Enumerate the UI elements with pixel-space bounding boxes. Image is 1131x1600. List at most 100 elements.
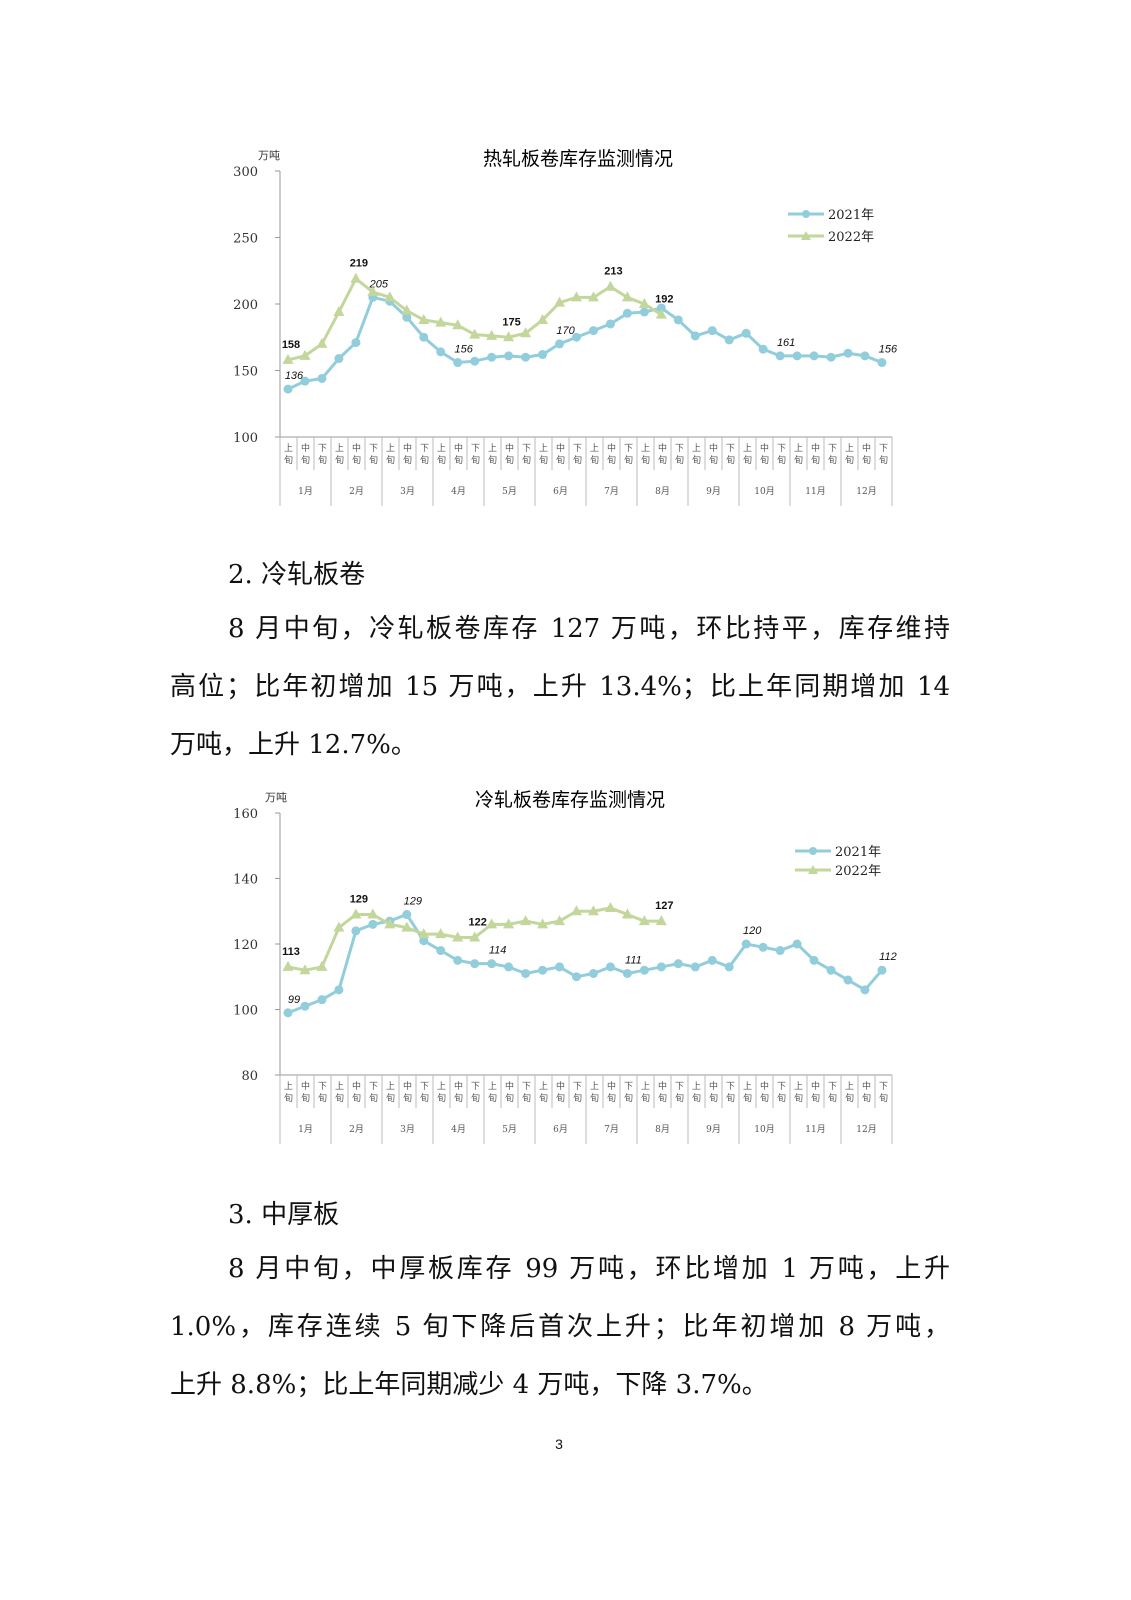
x-period-label: 旬 [590,454,599,466]
x-period-label: 下 [828,444,837,454]
data-point [588,968,598,978]
x-period-label: 下 [624,1082,633,1092]
x-period-label: 旬 [573,1092,582,1104]
x-period-label: 旬 [811,1092,820,1104]
x-period-label: 旬 [862,454,871,466]
x-period-label: 下 [624,444,633,454]
x-period-label: 旬 [386,454,395,466]
legend-marker-triangle [808,865,818,874]
data-label: 136 [285,370,304,382]
data-point [351,926,361,936]
data-point [555,962,565,972]
x-period-label: 旬 [811,454,820,466]
x-period-label: 上 [794,1081,803,1092]
data-point [604,901,616,912]
x-period-label: 旬 [675,1092,684,1104]
x-month-label: 9月 [706,1124,721,1135]
x-month-label: 3月 [400,486,415,497]
y-tick-label: 200 [233,298,258,313]
x-period-label: 旬 [743,454,752,466]
data-point [282,353,294,364]
x-month-label: 4月 [451,1124,466,1135]
x-period-label: 旬 [692,454,701,466]
x-period-label: 旬 [284,1092,293,1104]
data-point [486,329,498,340]
data-point [604,280,616,291]
x-period-label: 旬 [454,454,463,466]
data-point [690,331,700,341]
data-point [317,373,327,383]
data-label: 114 [489,945,507,957]
x-period-label: 上 [284,1081,293,1092]
data-point [299,964,311,975]
data-point [554,296,566,307]
data-point [367,286,379,297]
x-period-label: 下 [420,1082,429,1092]
x-month-label: 12月 [856,486,876,497]
x-period-label: 旬 [437,454,446,466]
x-period-label: 旬 [607,1092,616,1104]
data-point [504,962,514,972]
data-point [707,326,717,336]
x-period-label: 旬 [539,454,548,466]
data-point [384,291,396,302]
data-label: 192 [655,294,673,306]
x-period-label: 中 [607,442,616,454]
data-point [521,352,531,362]
data-point [503,331,515,342]
data-point [621,291,633,302]
x-month-label: 11月 [805,1124,825,1135]
x-period-label: 下 [522,1082,531,1092]
x-period-label: 中 [760,1080,769,1092]
x-period-label: 旬 [845,454,854,466]
data-point [792,351,802,361]
data-label: 156 [879,344,898,356]
data-point [655,308,667,319]
data-point [435,928,447,939]
x-period-label: 下 [369,444,378,454]
data-point [775,946,785,956]
data-point [333,305,345,316]
data-point [655,915,667,926]
paragraph-line: 8 月中旬，中厚板库存 99 万吨，环比增加 1 万吨，上升 [228,1254,950,1284]
x-period-label: 旬 [556,1092,565,1104]
x-period-label: 中 [556,1080,565,1092]
x-period-label: 旬 [777,454,786,466]
x-period-label: 旬 [318,454,327,466]
data-point [469,931,481,942]
x-period-label: 上 [437,443,446,454]
data-point [570,905,582,916]
data-point [707,955,717,965]
paragraph-line: 高位；比年初增加 15 万吨，上升 13.4%；比上年同期增加 14 [170,672,950,702]
x-period-label: 中 [352,1080,361,1092]
x-period-label: 旬 [522,1092,531,1104]
x-month-label: 7月 [604,1124,619,1135]
x-period-label: 旬 [624,1092,633,1104]
x-month-label: 7月 [604,486,619,497]
x-period-label: 中 [658,1080,667,1092]
data-label: 111 [625,954,642,966]
data-point [639,307,649,317]
data-point [588,326,598,336]
x-month-label: 1月 [298,1124,313,1135]
data-label: 113 [282,946,300,958]
data-point [300,1001,310,1011]
x-period-label: 上 [845,443,854,454]
y-tick-label: 140 [233,873,258,888]
x-period-label: 旬 [301,1092,310,1104]
legend-label: 2021年 [828,208,874,223]
data-label: 129 [350,894,368,906]
x-month-label: 6月 [553,1124,568,1135]
x-period-label: 旬 [879,454,888,466]
x-period-label: 旬 [726,1092,735,1104]
x-period-label: 下 [420,444,429,454]
x-period-label: 下 [726,444,735,454]
data-point [656,303,666,313]
x-period-label: 旬 [335,454,344,466]
x-month-label: 3月 [400,1124,415,1135]
data-point [555,339,565,349]
x-month-label: 5月 [502,1124,517,1135]
x-period-label: 旬 [726,454,735,466]
data-point [622,308,632,318]
y-tick-label: 80 [241,1069,258,1084]
